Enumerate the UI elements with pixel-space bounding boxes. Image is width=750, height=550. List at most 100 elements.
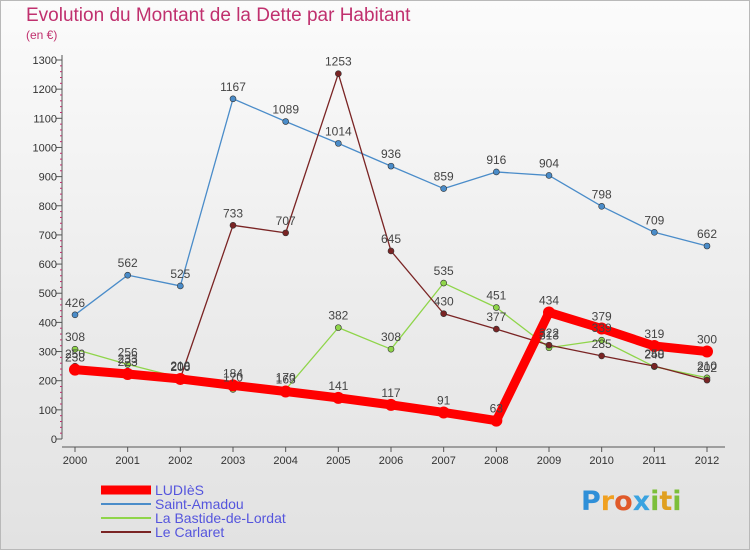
data-point [387,345,395,353]
data-label: 250 [65,347,85,361]
y-tick-label: 0 [51,434,57,446]
data-point [174,372,187,385]
x-tick-label: 2005 [326,455,350,467]
data-point [545,341,553,349]
data-label: 798 [592,187,612,201]
y-tick-label: 700 [39,230,57,242]
data-label: 91 [437,393,451,407]
data-label: 170 [276,370,296,384]
data-label: 430 [434,295,454,309]
data-label: 535 [434,264,454,278]
data-label: 322 [539,326,559,340]
data-point [71,311,79,319]
data-point [71,345,79,353]
data-label: 426 [65,296,85,310]
data-label: 163 [276,372,296,386]
x-tick-label: 2000 [63,455,87,467]
chart-title: Evolution du Montant de la Dette par Hab… [26,5,411,26]
data-point [124,361,131,368]
data-label: 300 [697,333,717,347]
data-point [121,367,134,380]
logo-letter: r [600,486,615,517]
chart-subtitle: (en €) [26,28,58,42]
data-label: 434 [539,293,559,307]
y-tick-label: 300 [39,347,57,359]
data-point [493,325,500,333]
data-point [227,379,239,392]
data-point [493,304,500,311]
data-label: 308 [381,330,401,344]
data-point [490,414,503,427]
data-label: 1253 [325,55,352,69]
data-label: 319 [644,327,664,341]
data-label: 202 [697,361,717,375]
y-tick-label: 400 [39,317,57,329]
y-tick-label: 1000 [33,142,57,154]
y-tick-label: 1300 [33,55,57,67]
data-label: 141 [328,379,348,393]
data-point [651,228,658,236]
data-label: 1014 [325,124,352,138]
data-point [387,247,395,255]
data-point [279,385,292,398]
data-label: 377 [486,310,506,324]
x-tick-label: 2003 [221,455,245,467]
data-label: 313 [539,329,559,343]
logo-letter: x [632,486,651,517]
legend-label: Saint-Amadou [155,496,244,512]
data-point [543,306,555,319]
data-label: 208 [170,359,190,373]
data-label: 382 [328,309,348,323]
data-point [229,95,237,103]
data-label: 210 [170,359,190,373]
data-point [177,282,184,290]
data-point [595,322,608,335]
data-point [598,336,605,344]
y-tick-label: 900 [39,172,57,184]
x-tick-label: 2009 [537,455,561,467]
series-line-1 [74,98,708,316]
y-tick-label: 1100 [33,113,57,125]
data-label: 285 [592,337,612,351]
data-point [387,162,395,170]
data-point [701,345,713,358]
x-tick-label: 2010 [589,455,613,467]
data-label: 707 [276,214,296,228]
data-point [598,352,605,360]
data-point [440,310,447,317]
data-point [282,118,289,125]
x-tick-label: 2008 [484,455,508,467]
x-tick-label: 2002 [168,455,192,467]
legend-label: LUDIèS [155,482,204,498]
data-label: 562 [118,256,138,270]
data-point [385,398,397,411]
legend-label: Le Carlaret [155,524,224,540]
data-label: 170 [223,370,243,384]
y-tick-label: 200 [39,376,57,388]
data-point [648,339,661,352]
data-label: 379 [592,310,612,324]
data-point [69,363,81,376]
data-label: 117 [381,386,400,400]
data-point [703,242,711,250]
data-point [335,324,342,331]
data-label: 248 [644,348,664,362]
data-point [651,362,658,370]
x-tick-label: 2012 [695,455,719,467]
x-tick-label: 2011 [643,455,667,467]
data-point [440,185,447,192]
logo-letter: P [581,486,601,517]
y-tick-label: 100 [39,405,57,417]
data-label: 206 [170,360,190,374]
data-label: 709 [644,213,664,227]
data-label: 451 [486,289,506,303]
x-tick-label: 2001 [115,455,139,467]
data-point [703,376,711,384]
y-tick-label: 600 [39,259,57,271]
data-point [493,168,500,176]
logo-letter: t [659,486,673,517]
y-tick-label: 800 [39,201,57,213]
data-label: 916 [486,153,506,167]
data-label: 233 [118,352,138,366]
